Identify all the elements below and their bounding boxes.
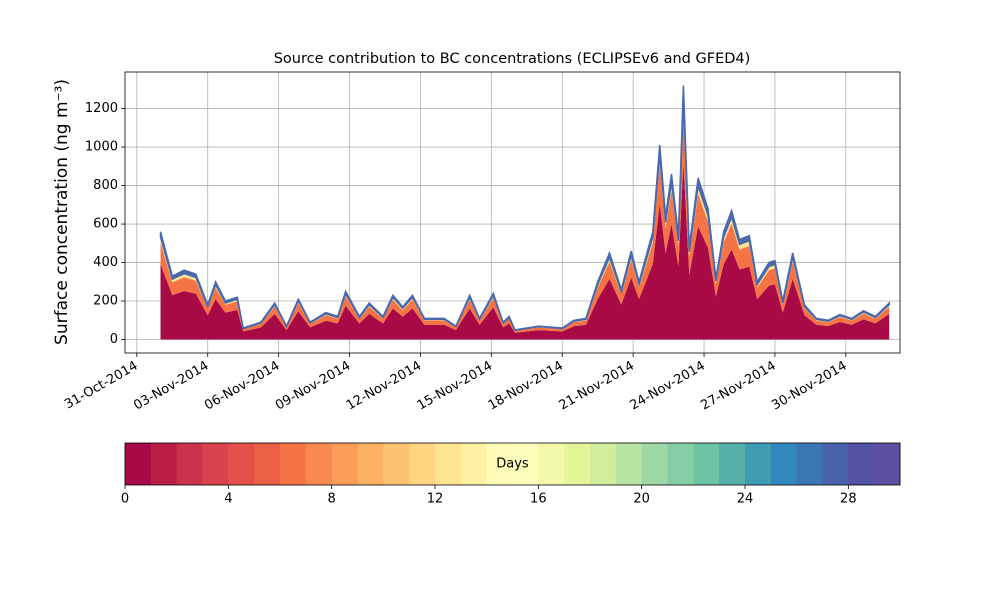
colorbar-swatch <box>538 443 565 485</box>
colorbar-tick-label: 8 <box>328 492 336 507</box>
colorbar-swatch <box>874 443 901 485</box>
colorbar-swatch <box>305 443 333 485</box>
colorbar-swatch <box>176 443 203 485</box>
colorbar-swatch <box>202 443 229 485</box>
colorbar-swatch <box>770 443 798 485</box>
area-layer <box>159 85 890 332</box>
x-tick-label: 30-Nov-2014 <box>769 359 849 414</box>
y-axis-label: Surface concentration (ng m⁻³) <box>52 79 72 345</box>
colorbar-swatch <box>357 443 384 485</box>
colorbar-swatch <box>745 443 772 485</box>
colorbar-swatch <box>383 443 410 485</box>
chart-title: Source contribution to BC concentrations… <box>274 51 751 67</box>
plot-frame <box>124 71 901 354</box>
colorbar-swatch <box>615 443 643 485</box>
y-tick-label: 400 <box>93 255 118 270</box>
colorbar-swatch <box>486 443 513 485</box>
x-tick-label: 21-Nov-2014 <box>557 359 637 414</box>
colorbar-tick-label: 16 <box>530 492 547 507</box>
colorbar-tick-label: 4 <box>224 492 232 507</box>
colorbar-tick-label: 20 <box>633 492 650 507</box>
x-tick-label: 12-Nov-2014 <box>344 359 424 414</box>
colorbar-tick-label: 24 <box>737 492 754 507</box>
x-tick-label: 18-Nov-2014 <box>486 359 566 414</box>
y-tick-label: 1000 <box>85 140 118 155</box>
colorbar-swatch <box>848 443 875 485</box>
x-tick-label: 31-Oct-2014 <box>62 359 140 413</box>
area-layer <box>160 110 890 333</box>
colorbar-label: Days <box>496 457 529 472</box>
colorbar-frame <box>124 442 901 486</box>
colorbar-swatch <box>796 443 823 485</box>
colorbar-swatch <box>590 443 617 485</box>
colorbar-swatch <box>150 443 178 485</box>
y-tick-label: 200 <box>93 294 118 309</box>
x-tick-label: 15-Nov-2014 <box>415 359 495 414</box>
colorbar-swatch <box>254 443 281 485</box>
colorbar-swatch <box>693 443 720 485</box>
x-tick-label: 09-Nov-2014 <box>273 359 353 414</box>
colorbar-swatch <box>719 443 746 485</box>
colorbar-swatch <box>667 443 694 485</box>
y-tick-label: 0 <box>110 332 118 347</box>
colorbar-swatch <box>641 443 668 485</box>
colorbar-tick-label: 0 <box>121 492 129 507</box>
colorbar-swatch <box>564 443 591 485</box>
colorbar-swatch <box>228 443 255 485</box>
colorbar-tick-label: 12 <box>427 492 444 507</box>
colorbar-swatch <box>822 443 849 485</box>
colorbar-swatch <box>460 443 488 485</box>
y-tick-label: 800 <box>93 178 118 193</box>
colorbar-swatch <box>280 443 307 485</box>
colorbar-swatch <box>409 443 436 485</box>
colorbar-swatch <box>435 443 462 485</box>
colorbar-swatch <box>512 443 539 485</box>
x-tick-label: 24-Nov-2014 <box>628 359 708 414</box>
x-tick-label: 27-Nov-2014 <box>698 359 778 414</box>
y-tick-label: 600 <box>93 217 118 232</box>
colorbar-tick-label: 28 <box>840 492 857 507</box>
colorbar-swatch <box>125 443 152 485</box>
x-tick-label: 03-Nov-2014 <box>131 359 211 414</box>
x-tick-label: 06-Nov-2014 <box>202 359 282 414</box>
y-tick-label: 1200 <box>85 101 118 116</box>
colorbar-swatch <box>331 443 358 485</box>
area-layer <box>160 161 890 340</box>
